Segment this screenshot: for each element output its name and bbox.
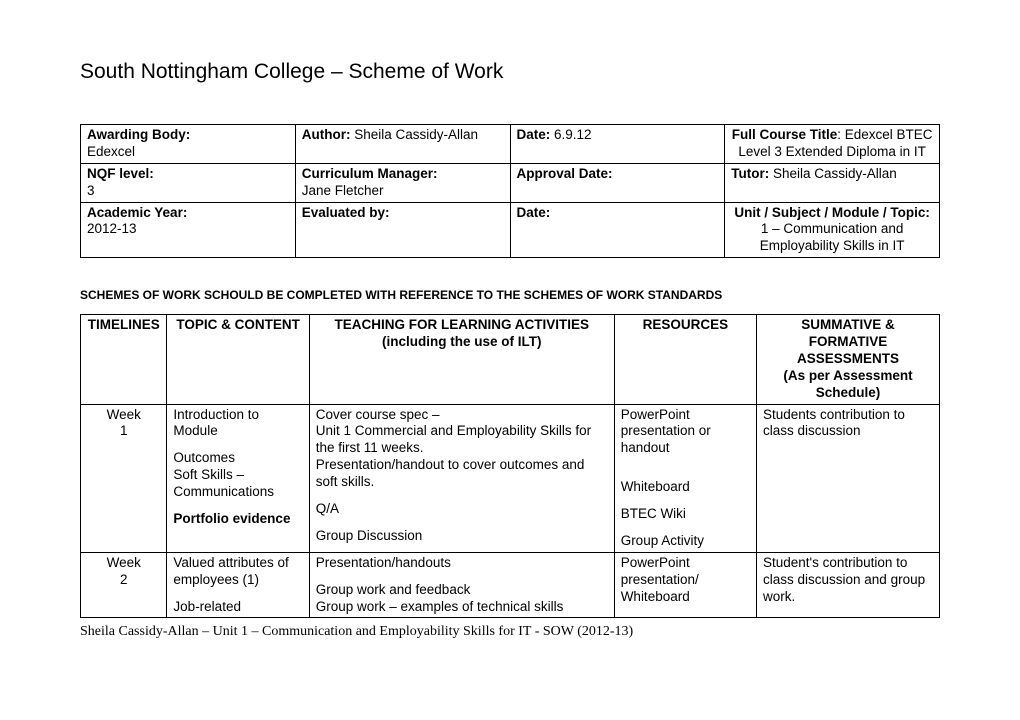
author-label: Author: bbox=[302, 127, 351, 142]
tutor-value: Sheila Cassidy-Allan bbox=[769, 166, 897, 181]
curr-mgr-label: Curriculum Manager: bbox=[302, 166, 438, 181]
header-teaching-sub: (including the use of ILT) bbox=[382, 334, 541, 349]
metadata-table: Awarding Body: Edexcel Author: Sheila Ca… bbox=[80, 124, 940, 258]
assessment-cell: Students contribution to class discussio… bbox=[757, 404, 940, 552]
teaching-text: Presentation/handout to cover outcomes a… bbox=[316, 457, 608, 491]
resource-text: Whiteboard bbox=[621, 479, 750, 496]
topic-text: Outcomes bbox=[173, 450, 302, 467]
assessment-text: Student's contribution to class discussi… bbox=[763, 555, 933, 606]
assessment-text: Students contribution to class discussio… bbox=[763, 407, 933, 441]
assessment-cell: Student's contribution to class discussi… bbox=[757, 552, 940, 618]
table-row: Week 2 Valued attributes of employees (1… bbox=[81, 552, 940, 618]
standards-note: SCHEMES OF WORK SCHOULD BE COMPLETED WIT… bbox=[80, 288, 940, 302]
awarding-body-value: Edexcel bbox=[87, 144, 135, 159]
year-label: Academic Year: bbox=[87, 205, 187, 220]
resource-text: PowerPoint presentation or handout bbox=[621, 407, 750, 458]
header-topic: TOPIC & CONTENT bbox=[167, 315, 309, 404]
teaching-text: Group work – examples of technical skill… bbox=[316, 599, 608, 616]
approval-date-label: Approval Date: bbox=[517, 166, 613, 181]
teaching-text: Q/A bbox=[316, 501, 608, 518]
header-resources: RESOURCES bbox=[614, 315, 756, 404]
awarding-body-cell: Awarding Body: Edexcel bbox=[81, 125, 296, 164]
topic-text: Portfolio evidence bbox=[173, 511, 302, 528]
eval-by-label: Evaluated by: bbox=[302, 205, 390, 220]
topic-cell: Introduction to Module Outcomes Soft Ski… bbox=[167, 404, 309, 552]
week-cell: Week 2 bbox=[81, 552, 167, 618]
unit-cell: Unit / Subject / Module / Topic: 1 – Com… bbox=[725, 202, 940, 258]
resources-cell: PowerPoint presentation/ Whiteboard bbox=[614, 552, 756, 618]
date-value: 6.9.12 bbox=[550, 127, 591, 142]
author-value: Sheila Cassidy-Allan bbox=[350, 127, 478, 142]
nqf-label: NQF level: bbox=[87, 166, 154, 181]
header-teaching-main: TEACHING FOR LEARNING ACTIVITIES bbox=[334, 317, 589, 332]
eval-date-label: Date: bbox=[517, 205, 551, 220]
content-table: TIMELINES TOPIC & CONTENT TEACHING FOR L… bbox=[80, 314, 940, 618]
header-timelines: TIMELINES bbox=[81, 315, 167, 404]
week-cell: Week 1 bbox=[81, 404, 167, 552]
resource-text: Group Activity bbox=[621, 533, 750, 550]
author-cell: Author: Sheila Cassidy-Allan bbox=[295, 125, 510, 164]
topic-text: Valued attributes of employees (1) bbox=[173, 555, 302, 589]
teaching-text: Group work and feedback bbox=[316, 582, 608, 599]
full-course-label: Full Course Title bbox=[732, 127, 838, 142]
week-num: 1 bbox=[120, 423, 128, 438]
tutor-cell: Tutor: Sheila Cassidy-Allan bbox=[725, 163, 940, 202]
topic-text: Job-related bbox=[173, 599, 302, 616]
teaching-text: Unit 1 Commercial and Employability Skil… bbox=[316, 423, 608, 457]
page-footer: Sheila Cassidy-Allan – Unit 1 – Communic… bbox=[80, 624, 940, 640]
teaching-text: Presentation/handouts bbox=[316, 555, 608, 572]
week-num: 2 bbox=[120, 572, 128, 587]
awarding-body-label: Awarding Body: bbox=[87, 127, 190, 142]
header-assessments: SUMMATIVE & FORMATIVE ASSESSMENTS (As pe… bbox=[757, 315, 940, 404]
header-assess-main: SUMMATIVE & FORMATIVE ASSESSMENTS bbox=[797, 317, 899, 366]
topic-text: Soft Skills – Communications bbox=[173, 467, 302, 501]
evaluated-by-cell: Evaluated by: bbox=[295, 202, 510, 258]
week-label: Week bbox=[107, 407, 141, 422]
header-row: TIMELINES TOPIC & CONTENT TEACHING FOR L… bbox=[81, 315, 940, 404]
resource-text: PowerPoint presentation/ Whiteboard bbox=[621, 555, 750, 606]
header-teaching: TEACHING FOR LEARNING ACTIVITIES (includ… bbox=[309, 315, 614, 404]
resources-cell: PowerPoint presentation or handout White… bbox=[614, 404, 756, 552]
unit-label: Unit / Subject / Module / Topic: bbox=[734, 205, 930, 220]
unit-value: 1 – Communication and Employability Skil… bbox=[760, 221, 905, 253]
academic-year-cell: Academic Year: 2012-13 bbox=[81, 202, 296, 258]
nqf-cell: NQF level: 3 bbox=[81, 163, 296, 202]
header-assess-sub: (As per Assessment Schedule) bbox=[783, 368, 912, 400]
topic-cell: Valued attributes of employees (1) Job-r… bbox=[167, 552, 309, 618]
full-course-cell: Full Course Title: Edexcel BTEC Level 3 … bbox=[725, 125, 940, 164]
resource-text: BTEC Wiki bbox=[621, 506, 750, 523]
document-title: South Nottingham College – Scheme of Wor… bbox=[80, 60, 940, 84]
year-value: 2012-13 bbox=[87, 221, 137, 236]
table-row: Week 1 Introduction to Module Outcomes S… bbox=[81, 404, 940, 552]
teaching-cell: Presentation/handouts Group work and fee… bbox=[309, 552, 614, 618]
date-cell: Date: 6.9.12 bbox=[510, 125, 725, 164]
nqf-value: 3 bbox=[87, 183, 95, 198]
date-label: Date: bbox=[517, 127, 551, 142]
approval-date-cell: Approval Date: bbox=[510, 163, 725, 202]
teaching-text: Group Discussion bbox=[316, 528, 608, 545]
curriculum-manager-cell: Curriculum Manager: Jane Fletcher bbox=[295, 163, 510, 202]
curr-mgr-value: Jane Fletcher bbox=[302, 183, 384, 198]
teaching-text: Cover course spec – bbox=[316, 407, 608, 424]
tutor-label: Tutor: bbox=[731, 166, 769, 181]
teaching-cell: Cover course spec – Unit 1 Commercial an… bbox=[309, 404, 614, 552]
week-label: Week bbox=[107, 555, 141, 570]
topic-text: Introduction to Module bbox=[173, 407, 302, 441]
eval-date-cell: Date: bbox=[510, 202, 725, 258]
